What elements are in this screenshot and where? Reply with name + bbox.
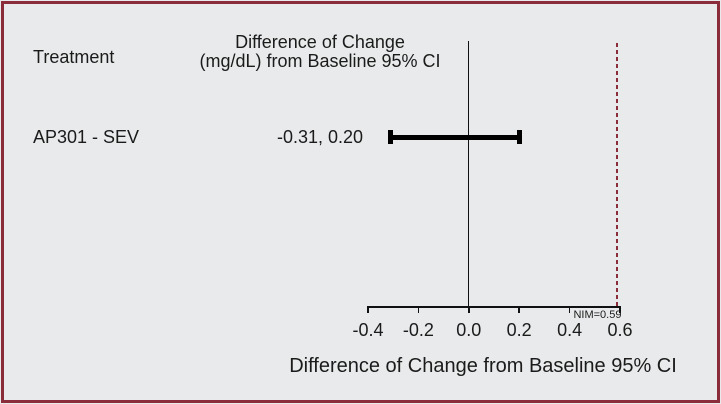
ci-column-header-line2: (mg/dL) from Baseline 95% CI — [199, 51, 441, 71]
nim-label: NIM=0.59 — [573, 309, 622, 321]
ci-cap-left — [388, 130, 394, 144]
x-axis-tick — [468, 307, 470, 313]
nim-reference-line — [616, 43, 619, 306]
x-axis-tick — [367, 307, 369, 313]
ci-error-bar — [390, 134, 520, 140]
ci-cap-right — [516, 130, 522, 144]
x-axis-tick — [417, 307, 420, 313]
x-axis-tick-label: -0.2 — [402, 320, 434, 340]
x-axis-tick-label: 0.6 — [607, 320, 633, 340]
x-axis-tick — [518, 307, 520, 313]
x-axis-tick-label: 0.0 — [456, 320, 482, 340]
x-axis-tick-label: 0.2 — [506, 320, 532, 340]
x-axis-line — [367, 306, 621, 308]
x-axis-tick — [568, 307, 571, 313]
x-axis-tick-label: 0.4 — [557, 320, 583, 340]
zero-reference-line — [468, 41, 470, 306]
x-axis-tick — [619, 307, 621, 313]
row-treatment-label: AP301 - SEV — [33, 127, 140, 147]
row-ci-value: -0.31, 0.20 — [276, 127, 364, 147]
treatment-column-header: Treatment — [33, 47, 115, 67]
ci-column-header: Difference of Change (mg/dL) from Baseli… — [160, 33, 480, 71]
x-axis-title: Difference of Change from Baseline 95% C… — [289, 355, 677, 377]
ci-column-header-line1: Difference of Change — [235, 32, 405, 52]
x-axis-tick-label: -0.4 — [352, 320, 384, 340]
